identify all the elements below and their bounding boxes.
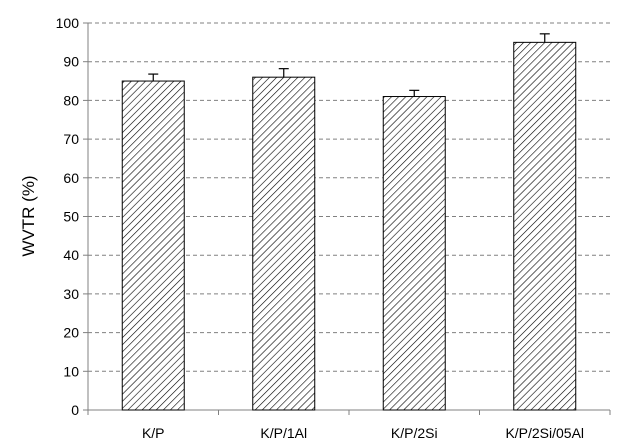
x-tick-label: K/P/2Si <box>391 425 438 441</box>
y-tick-label: 90 <box>63 54 79 70</box>
y-axis-title: WVTR (%) <box>19 175 38 256</box>
y-tick-label: 30 <box>63 286 79 302</box>
y-tick-label: 60 <box>63 170 79 186</box>
x-tick-label: K/P/1Al <box>260 425 307 441</box>
y-tick-label: 10 <box>63 363 79 379</box>
x-tick-label: K/P/2Si/05Al <box>505 425 584 441</box>
y-tick-label: 0 <box>71 402 79 418</box>
y-tick-label: 100 <box>56 15 80 31</box>
y-tick-label: 40 <box>63 247 79 263</box>
error-bars <box>148 33 550 97</box>
x-tick-label: K/P <box>142 425 165 441</box>
bar <box>121 80 185 411</box>
bar <box>513 41 577 411</box>
bar <box>252 76 316 411</box>
y-tick-label: 80 <box>63 92 79 108</box>
tick-labels: 0 10 20 30 40 50 60 70 80 90 100 K/P K/P/1Al K/P/2Si K… <box>56 15 584 441</box>
y-tick-label: 50 <box>63 209 79 225</box>
y-tick-label: 70 <box>63 131 79 147</box>
bar <box>382 96 446 411</box>
y-tick-label: 20 <box>63 325 79 341</box>
bars <box>121 41 577 411</box>
